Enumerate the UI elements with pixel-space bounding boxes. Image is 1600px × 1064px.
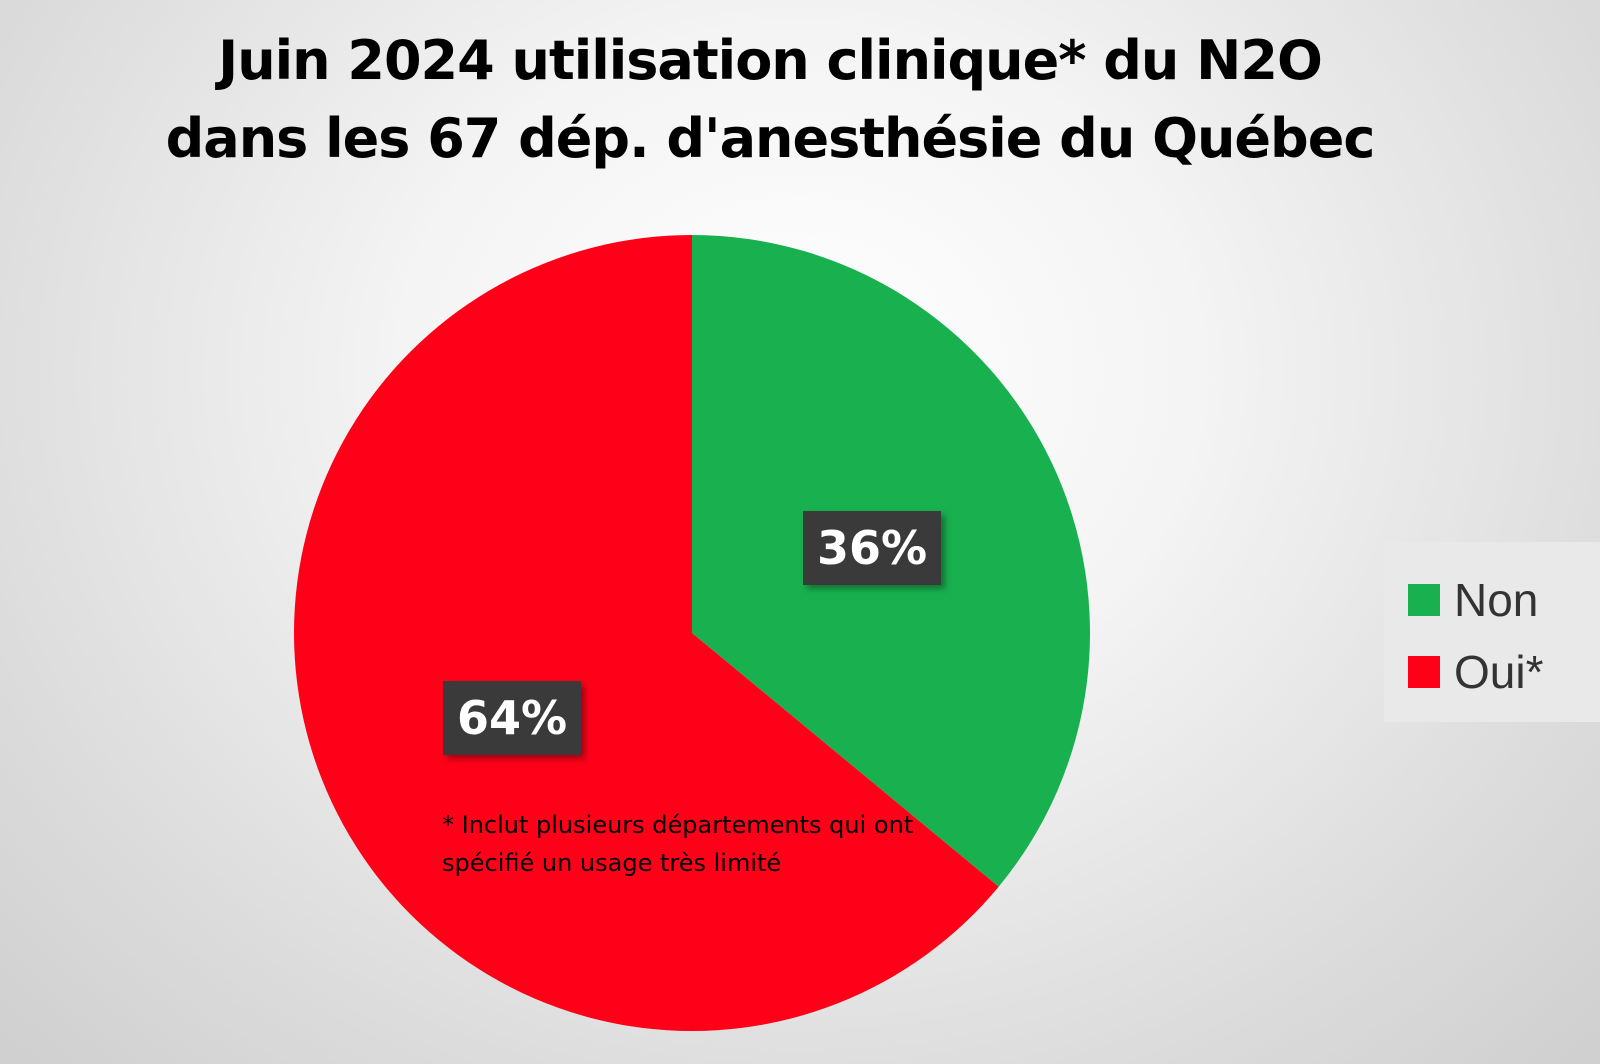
chart-title-line-1: Juin 2024 utilisation clinique* du N2O	[218, 29, 1323, 92]
legend: Non Oui*	[1384, 542, 1600, 722]
legend-item-non: Non	[1408, 570, 1538, 630]
legend-item-oui: Oui*	[1408, 642, 1543, 702]
footnote-annotation: * Inclut plusieurs départements qui ont …	[442, 811, 914, 877]
chart-title: Juin 2024 utilisation clinique* du N2O d…	[0, 22, 1540, 178]
chart-title-line-2: dans les 67 dép. d'anesthésie du Québec	[165, 107, 1376, 170]
legend-label-oui: Oui*	[1454, 646, 1544, 698]
legend-swatch-oui	[1408, 656, 1440, 688]
pie-slice-oui	[293, 235, 999, 1031]
legend-swatch-non	[1408, 584, 1440, 616]
legend-label-non: Non	[1454, 574, 1539, 626]
data-label-oui: 64%	[443, 681, 582, 755]
data-label-non: 36%	[803, 511, 942, 585]
